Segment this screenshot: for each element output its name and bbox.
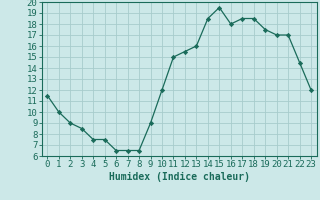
- X-axis label: Humidex (Indice chaleur): Humidex (Indice chaleur): [109, 172, 250, 182]
